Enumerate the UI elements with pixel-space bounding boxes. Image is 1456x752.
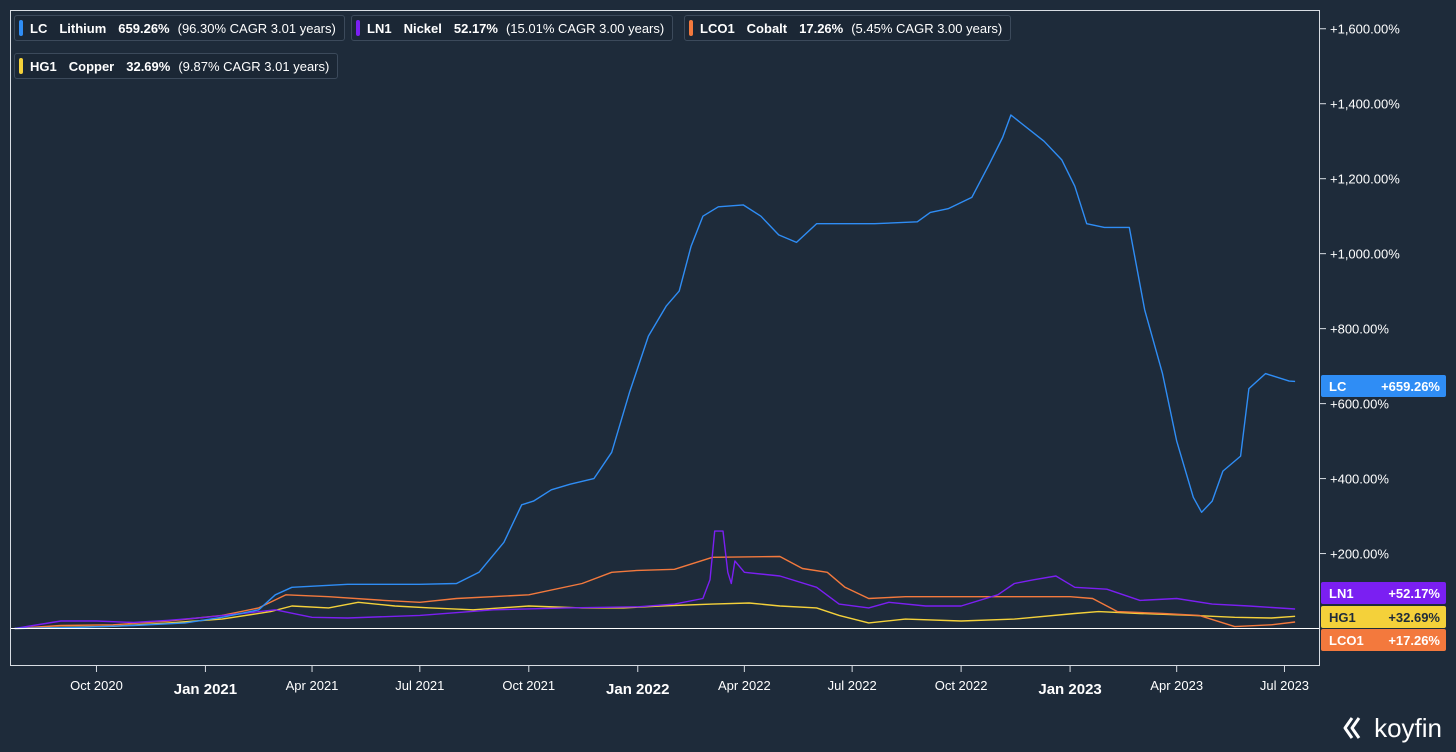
x-tick-label: Apr 2023 xyxy=(1150,678,1203,693)
legend-swatch xyxy=(19,20,23,36)
koyfin-logo: koyfin xyxy=(1342,710,1442,746)
y-tick-label: +1,600.00% xyxy=(1330,22,1400,37)
legend-ticker: LCO1 xyxy=(700,20,735,36)
y-tick-label: +600.00% xyxy=(1330,397,1389,412)
y-tick-label: +200.00% xyxy=(1330,547,1389,562)
legend-swatch xyxy=(19,58,23,74)
price-tag-ticker: LCO1 xyxy=(1329,632,1364,648)
legend-note: (15.01% CAGR 3.00 years) xyxy=(505,20,665,36)
x-tick-label: Jan 2022 xyxy=(606,681,669,698)
x-tick-label: Jul 2022 xyxy=(828,678,877,693)
y-tick-label: +400.00% xyxy=(1330,472,1389,487)
legend-ticker: LN1 xyxy=(367,20,392,36)
legend-pct: 17.26% xyxy=(799,20,844,36)
x-tick-label: Apr 2021 xyxy=(286,678,339,693)
price-tag-value: +659.26% xyxy=(1381,378,1440,394)
legend-pct: 52.17% xyxy=(453,20,498,36)
x-tick-label: Oct 2021 xyxy=(502,678,555,693)
price-tag-lco1: LCO1 +17.26% xyxy=(1321,629,1446,651)
legend-item-nickel[interactable]: LN1 Nickel 52.17% (15.01% CAGR 3.00 year… xyxy=(351,15,674,41)
legend-ticker: HG1 xyxy=(30,58,57,74)
price-tag-ticker: LC xyxy=(1329,378,1347,394)
legend-item-lithium[interactable]: LC Lithium 659.26% (96.30% CAGR 3.01 yea… xyxy=(14,15,345,41)
legend-pct: 32.69% xyxy=(126,58,171,74)
y-tick-label: +1,000.00% xyxy=(1330,247,1400,262)
legend-swatch xyxy=(689,20,693,36)
price-tag-ticker: LN1 xyxy=(1329,585,1354,601)
legend-name: Lithium xyxy=(59,20,107,36)
x-tick-label: Jul 2023 xyxy=(1260,678,1309,693)
price-tag-ln1: LN1 +52.17% xyxy=(1321,582,1446,604)
price-tag-value: +32.69% xyxy=(1388,609,1440,625)
x-tick-label: Oct 2020 xyxy=(70,678,123,693)
series-layer xyxy=(14,114,1296,630)
y-tick-label: +1,400.00% xyxy=(1330,97,1400,112)
legend-note: (96.30% CAGR 3.01 years) xyxy=(177,20,336,36)
legend-note: (5.45% CAGR 3.00 years) xyxy=(851,20,1003,36)
series-line-hg1[interactable] xyxy=(14,601,1296,630)
y-tick-label: +1,200.00% xyxy=(1330,172,1400,187)
x-tick-label: Apr 2022 xyxy=(718,678,771,693)
legend-note: (9.87% CAGR 3.01 years) xyxy=(178,58,330,74)
price-tag-hg1: HG1 +32.69% xyxy=(1321,606,1446,628)
price-tag-ticker: HG1 xyxy=(1329,609,1356,625)
price-tag-value: +52.17% xyxy=(1388,585,1440,601)
price-tag-lc: LC +659.26% xyxy=(1321,375,1446,397)
legend-name: Nickel xyxy=(403,20,442,36)
legend-pct: 659.26% xyxy=(118,20,170,36)
y-tick-label: +800.00% xyxy=(1330,322,1389,337)
koyfin-logo-text: koyfin xyxy=(1374,712,1442,743)
x-tick-label: Jan 2021 xyxy=(174,681,237,698)
x-axis: Oct 2020 Jan 2021 Apr 2021 Jul 2021 Oct 2021… xyxy=(70,666,1309,698)
x-tick-label: Jul 2021 xyxy=(395,678,444,693)
x-tick-label: Jan 2023 xyxy=(1038,681,1101,698)
y-axis: +1,600.00% +1,400.00% +1,200.00% +1,000.00%… xyxy=(1320,22,1400,562)
price-tag-value: +17.26% xyxy=(1388,632,1440,648)
koyfin-logo-icon xyxy=(1343,717,1361,739)
x-tick-label: Oct 2022 xyxy=(935,678,988,693)
series-line-lc[interactable] xyxy=(14,114,1296,630)
legend-name: Copper xyxy=(68,58,115,74)
series-line-ln1[interactable] xyxy=(14,530,1296,630)
legend-item-copper[interactable]: HG1 Copper 32.69% (9.87% CAGR 3.01 years… xyxy=(14,53,339,79)
legend-ticker: LC xyxy=(30,20,48,36)
legend-swatch xyxy=(356,20,360,36)
legend-name: Cobalt xyxy=(746,20,788,36)
chart-frame xyxy=(10,10,1320,666)
legend-item-cobalt[interactable]: LCO1 Cobalt 17.26% (5.45% CAGR 3.00 year… xyxy=(684,15,1012,41)
